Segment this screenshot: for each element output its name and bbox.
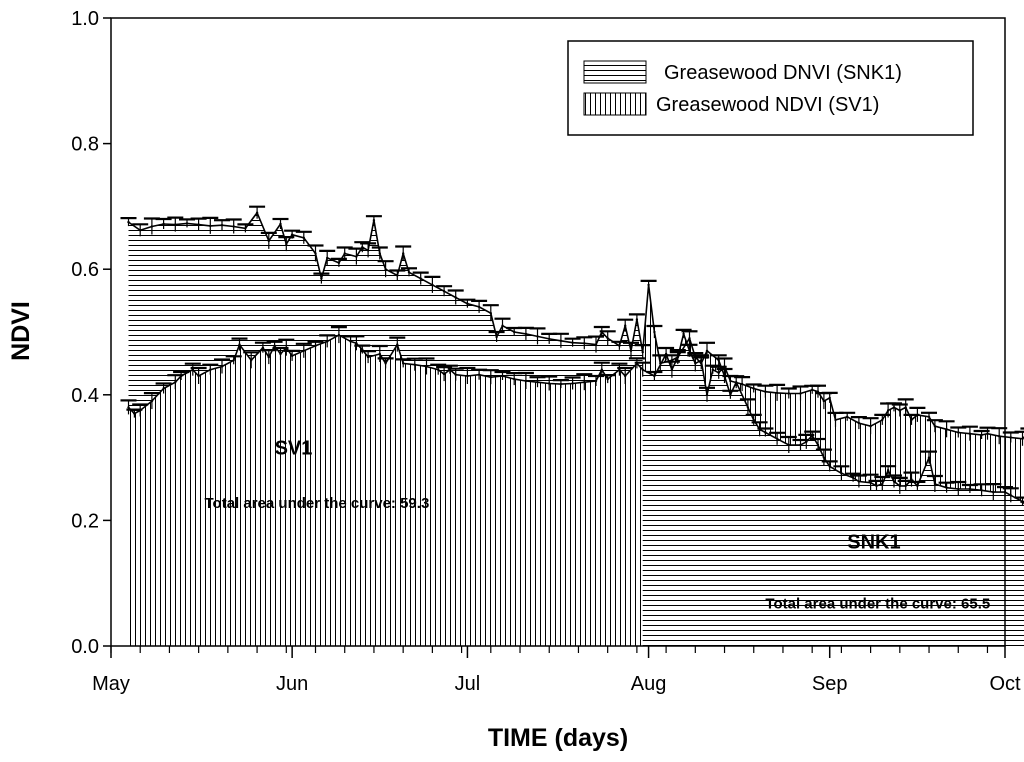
annotation-snk1_label: SNK1 bbox=[847, 532, 900, 554]
y-tick-label: 0.2 bbox=[71, 510, 99, 532]
y-tick-label: 0.4 bbox=[71, 385, 99, 407]
fill-region-3 bbox=[642, 284, 1024, 504]
annotation-sv1_area: Total area under the curve: 59.3 bbox=[204, 495, 429, 512]
y-tick-label: 0.8 bbox=[71, 134, 99, 156]
area-fills bbox=[128, 212, 1024, 646]
y-tick-label: 1.0 bbox=[71, 8, 99, 30]
annotation-snk1_area: Total area under the curve: 65.5 bbox=[765, 595, 990, 612]
x-tick-label: Aug bbox=[631, 673, 667, 695]
x-tick-label: Oct bbox=[989, 673, 1021, 695]
y-tick-label: 0.6 bbox=[71, 259, 99, 281]
annotations: SV1 Total area under the curve: 59.3 SNK1 T… bbox=[204, 437, 990, 612]
legend-label-sv1: Greasewood NDVI (SV1) bbox=[656, 94, 879, 116]
x-tick-label: Jul bbox=[455, 673, 481, 695]
series-line-sv1 bbox=[127, 334, 1024, 505]
legend-label-snk1: Greasewood DNVI (SNK1) bbox=[664, 62, 902, 84]
fill-region-1 bbox=[128, 212, 643, 414]
annotation-sv1_label: SV1 bbox=[275, 437, 313, 459]
plot-frame bbox=[110, 17, 1006, 647]
y-axis-title: NDVI bbox=[7, 301, 35, 361]
legend-swatch-sv1 bbox=[583, 92, 647, 116]
fill-region-0 bbox=[128, 335, 643, 646]
series-line-snk1 bbox=[128, 211, 1024, 440]
error-bars bbox=[120, 205, 1024, 506]
x-tick-label: Sep bbox=[812, 673, 848, 695]
legend-box bbox=[567, 40, 974, 136]
y-axis: 0.0 0.2 0.4 0.6 0.8 1.0 bbox=[71, 8, 111, 658]
x-tick-label: Jun bbox=[276, 673, 308, 695]
series-lines bbox=[127, 211, 1024, 505]
x-tick-label: May bbox=[92, 673, 130, 695]
legend-swatch-snk1 bbox=[583, 60, 647, 84]
y-tick-label: 0.0 bbox=[71, 636, 99, 658]
legend: Greasewood DNVI (SNK1) Greasewood NDVI (… bbox=[567, 40, 974, 136]
x-axis-title: TIME (days) bbox=[488, 724, 628, 752]
x-axis: May Jun Jul Aug Sep Oct bbox=[92, 646, 1021, 695]
